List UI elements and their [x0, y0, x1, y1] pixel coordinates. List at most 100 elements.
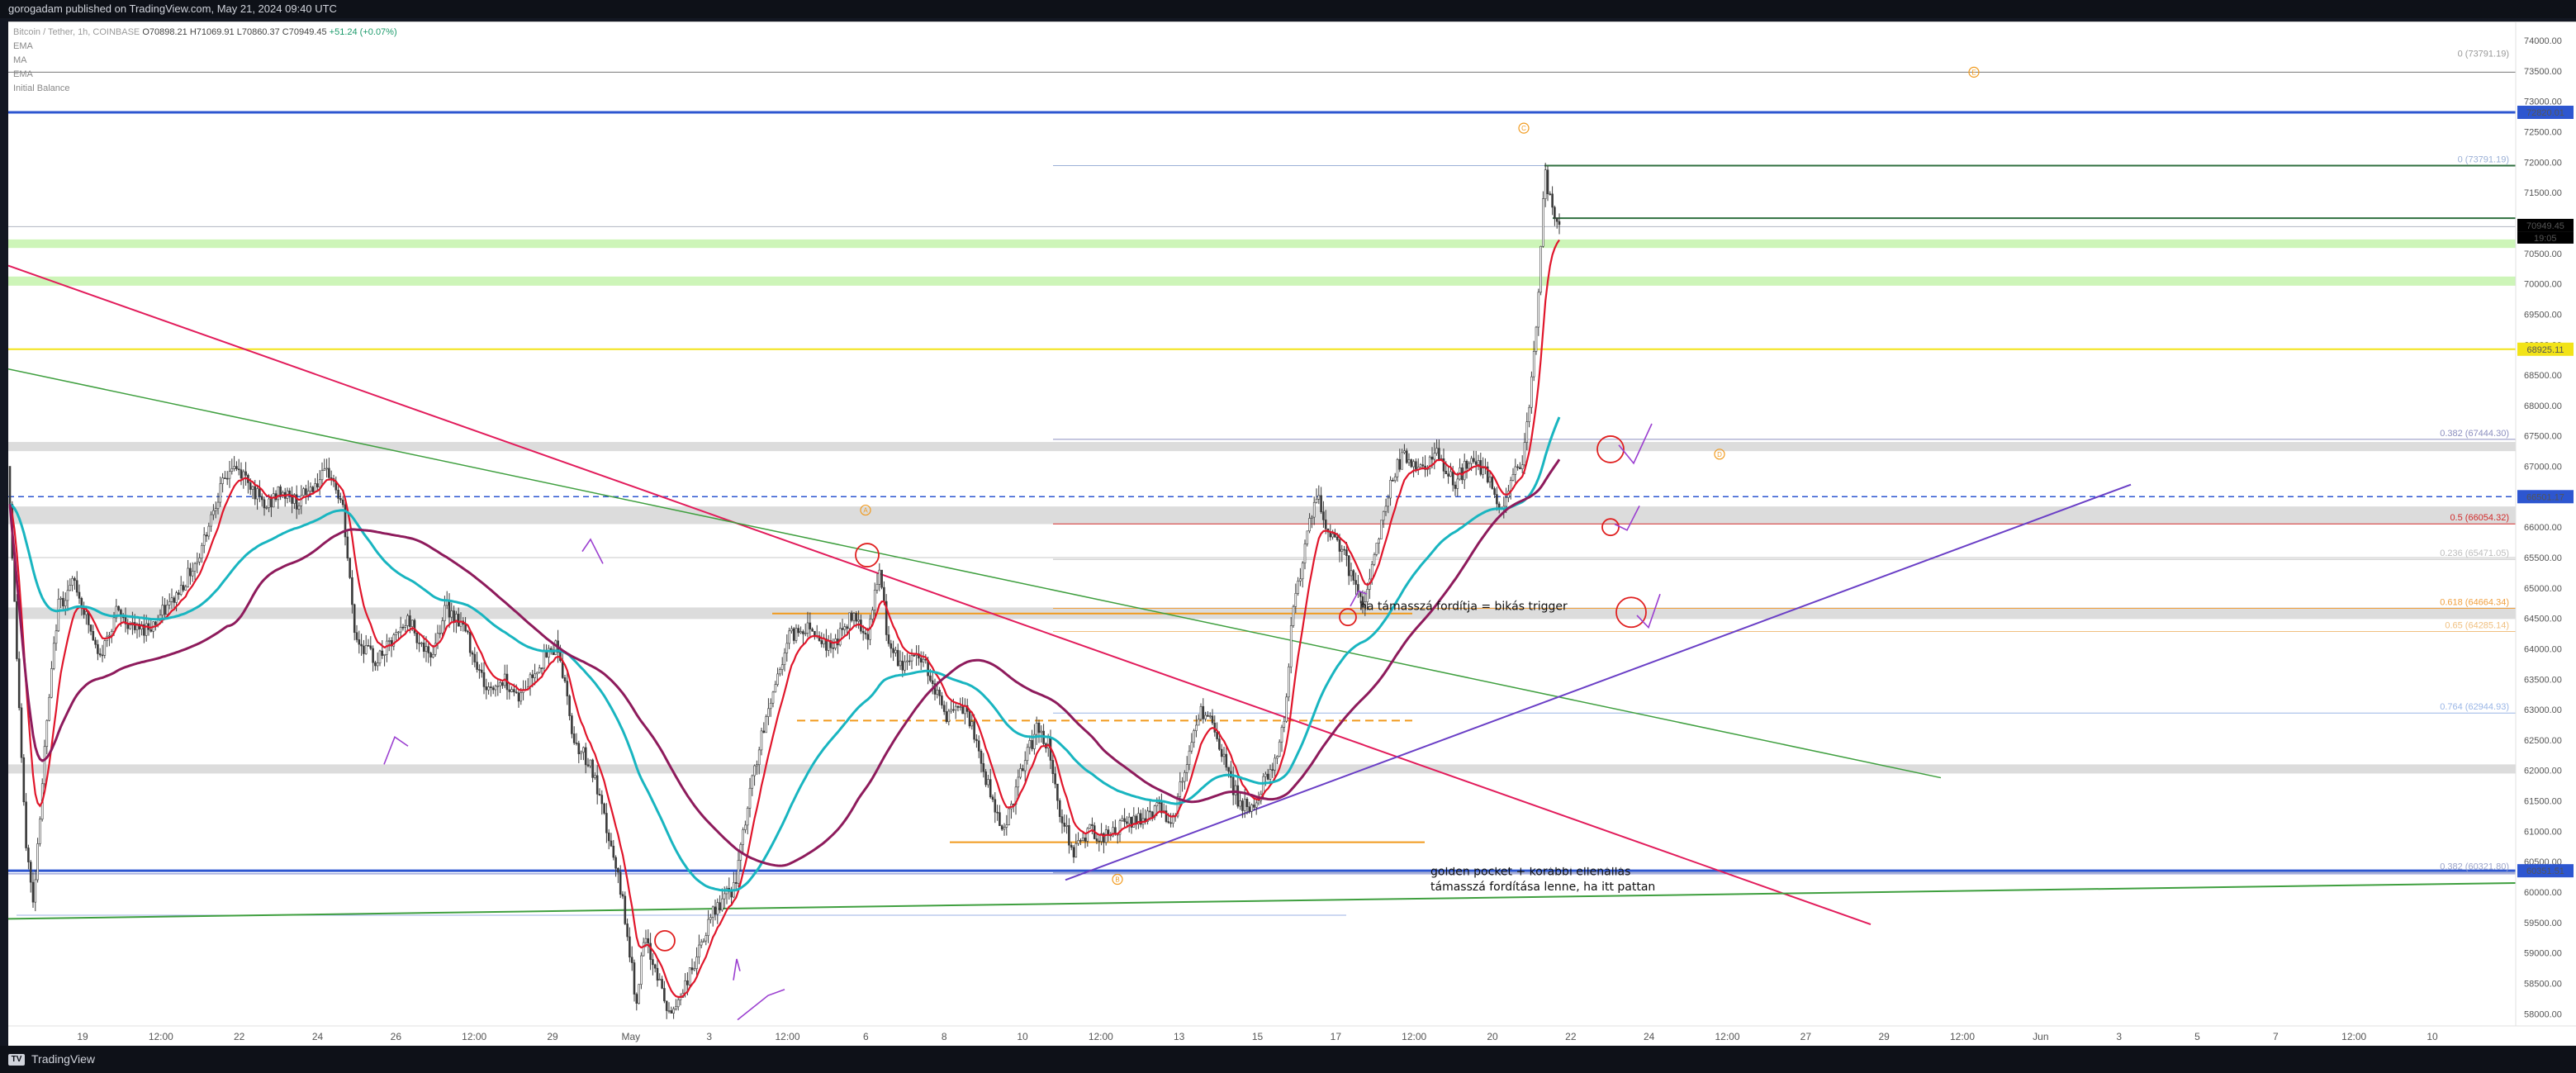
candle-body	[1542, 198, 1544, 247]
candle-body	[182, 585, 185, 591]
candle-body	[242, 471, 245, 479]
candle-body	[857, 620, 860, 622]
candle-body	[756, 764, 758, 767]
candle-body	[249, 482, 252, 490]
time-tick-label: 10	[2427, 1031, 2438, 1042]
candle-body	[455, 614, 458, 623]
candle-body	[1392, 480, 1394, 482]
candle-body	[406, 615, 409, 626]
candle-body	[124, 617, 127, 624]
price-tick-label: 59000.00	[2524, 949, 2562, 959]
time-tick-label: 7	[2273, 1031, 2279, 1042]
candle-body	[50, 668, 53, 698]
time-axis[interactable]: 19 12:00 22 24 26 12:00 29 May 3 12:00 6 8 10 12:00 13…	[8, 1025, 2576, 1047]
candle-body	[363, 645, 365, 654]
candle-body	[265, 507, 268, 509]
candle-body	[386, 640, 388, 655]
price-tick-label: 64000.00	[2524, 644, 2562, 654]
candle-body	[901, 660, 904, 671]
candle-body	[529, 674, 532, 688]
candle-body	[799, 631, 802, 634]
candle-body	[410, 620, 414, 627]
candle-body	[1253, 805, 1255, 808]
candle-body	[929, 675, 932, 681]
candle-body	[1488, 477, 1492, 483]
candle-body	[795, 628, 798, 641]
candle-body	[305, 488, 307, 496]
candle-body	[630, 957, 633, 963]
candle-body	[1463, 460, 1466, 481]
candle-body	[311, 487, 315, 492]
candle-body	[984, 771, 987, 786]
candle-body	[27, 847, 30, 862]
candle-body	[1193, 730, 1195, 743]
candle-body	[341, 499, 344, 506]
candle-body	[36, 843, 39, 881]
legend-indicator-initial-balance[interactable]: Initial Balance	[13, 83, 70, 93]
candle-body	[619, 871, 622, 895]
wave-label-circle-1	[1518, 122, 1530, 134]
candle-body	[1008, 808, 1010, 825]
candle-body	[1243, 799, 1246, 811]
candle-body	[1465, 460, 1468, 469]
candle-body	[1127, 816, 1131, 824]
trendlines-layer	[8, 264, 2517, 925]
candle-body	[603, 803, 605, 814]
candle-body	[1121, 818, 1124, 821]
candle-body	[349, 558, 351, 578]
legend-symbol: Bitcoin / Tether, 1h, COINBASE	[13, 27, 140, 37]
candle-body	[1169, 822, 1172, 824]
legend-indicator-ema-2[interactable]: EMA	[13, 69, 33, 79]
candle-body	[1352, 570, 1355, 581]
candle-body	[94, 639, 97, 645]
candle-body	[820, 640, 823, 644]
candle-body	[1387, 497, 1390, 507]
fib-label-7: 0.382 (60321.80)	[2440, 862, 2509, 871]
candle-body	[676, 999, 680, 1008]
candle-body	[256, 488, 259, 500]
candle-body	[850, 612, 853, 621]
candle-body	[387, 640, 391, 642]
trendline-green-base	[8, 881, 2517, 920]
price-chart[interactable]: 0 (73791.19) 0.382 (67444.30) 0.5 (66054.3…	[8, 22, 2576, 1047]
candle-body	[1231, 776, 1235, 795]
candle-body	[919, 658, 923, 662]
candle-body	[205, 534, 208, 537]
candle-body	[233, 466, 235, 469]
candle-body	[85, 611, 88, 615]
candle-body	[672, 1009, 675, 1014]
candle-body	[621, 894, 624, 897]
candle-body	[1197, 719, 1200, 726]
candle-body	[1149, 810, 1151, 813]
candle-body	[457, 614, 460, 627]
candle-body	[885, 601, 888, 635]
candle-body	[1245, 799, 1249, 807]
candle-body	[16, 601, 18, 659]
candle-body	[825, 639, 828, 651]
candle-body	[74, 577, 76, 582]
candle-body	[295, 494, 298, 510]
candle-body	[1347, 555, 1350, 577]
candle-body	[1558, 221, 1561, 226]
price-axis[interactable]: 74000.00 73500.00 73000.00 72500.00 72000.00…	[2515, 22, 2576, 1047]
candle-body	[1343, 548, 1345, 551]
chart-frame[interactable]: 0 (73791.19) 0.382 (67444.30) 0.5 (66054.3…	[8, 21, 2576, 1047]
candle-body	[769, 702, 772, 710]
candle-body	[1022, 768, 1024, 772]
legend-indicator-ema-1[interactable]: EMA	[13, 41, 33, 51]
candle-body	[1040, 730, 1043, 734]
price-tick-label: 62500.00	[2524, 736, 2562, 746]
candle-body	[476, 662, 478, 670]
candle-body	[34, 879, 37, 903]
candle-body	[827, 640, 830, 651]
candle-body	[892, 648, 894, 653]
candle-body	[938, 690, 941, 696]
tradingview-brand[interactable]: TV TradingView	[8, 1046, 95, 1073]
legend-indicator-ma[interactable]: MA	[13, 55, 27, 65]
check-marker-0	[1618, 423, 1653, 465]
candle-body	[922, 658, 925, 662]
wave-label-circle-0	[1968, 66, 1980, 78]
candle-body	[1308, 518, 1311, 532]
time-tick-label: 12:00	[2341, 1031, 2366, 1042]
candle-body	[59, 597, 62, 600]
